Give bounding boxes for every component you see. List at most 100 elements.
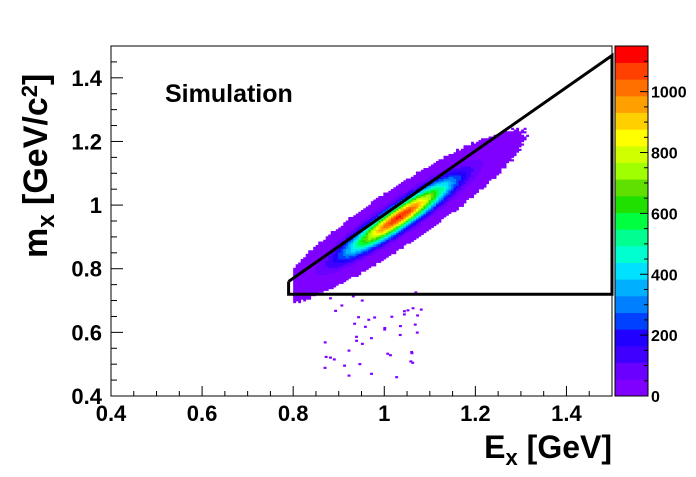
heatmap-cell xyxy=(373,229,377,232)
heatmap-cell xyxy=(418,173,422,176)
heatmap-cell xyxy=(511,152,515,155)
heatmap-cell xyxy=(355,269,359,272)
heatmap-cell xyxy=(393,187,397,190)
heatmap-cell xyxy=(348,234,352,237)
heatmap-cell xyxy=(355,274,359,277)
heatmap-cell xyxy=(476,187,479,190)
heatmap-cell xyxy=(443,161,447,164)
heatmap-cell xyxy=(385,225,389,228)
heatmap-cell xyxy=(463,199,467,202)
heatmap-cell xyxy=(383,229,387,232)
heatmap-cell xyxy=(365,262,369,265)
heatmap-cell xyxy=(448,199,452,202)
heatmap-cell xyxy=(380,210,384,213)
heatmap-cell xyxy=(451,187,454,190)
heatmap-cell xyxy=(453,183,457,186)
heatmap-cell xyxy=(353,243,357,246)
heatmap-cell xyxy=(338,236,342,239)
heatmap-cell xyxy=(345,278,349,281)
heatmap-cell xyxy=(358,252,362,255)
heatmap-cell xyxy=(293,271,297,274)
heatmap-cell xyxy=(315,245,319,248)
heatmap-cell xyxy=(320,264,324,267)
heatmap-cell xyxy=(343,257,347,260)
heatmap-cell xyxy=(451,192,454,195)
heatmap-cell xyxy=(486,154,489,157)
heatmap-cell xyxy=(440,166,444,169)
heatmap-cell xyxy=(486,150,489,153)
heatmap-cell xyxy=(375,248,379,251)
heatmap-cell xyxy=(388,231,392,234)
heatmap-cell xyxy=(513,131,517,134)
heatmap-cell xyxy=(466,169,469,172)
heatmap-cell xyxy=(456,197,459,200)
heatmap-cell xyxy=(308,250,312,253)
heatmap-cell xyxy=(388,194,392,197)
heatmap-cell xyxy=(345,259,349,262)
heatmap-cell xyxy=(403,211,407,214)
heatmap-cell xyxy=(395,187,399,190)
heatmap-cell xyxy=(390,215,394,218)
heatmap-cell xyxy=(373,260,377,263)
heatmap-cell xyxy=(335,280,339,283)
heatmap-cell xyxy=(390,224,394,227)
heatmap-cell xyxy=(350,238,354,241)
heatmap-cell xyxy=(385,222,389,225)
heatmap-cell xyxy=(481,161,484,164)
heatmap-cell xyxy=(473,152,477,155)
heatmap-cell xyxy=(478,175,482,178)
heatmap-cell xyxy=(390,194,394,197)
heatmap-cell xyxy=(380,227,384,230)
heatmap-cell xyxy=(350,217,354,220)
heatmap-cell xyxy=(433,196,437,199)
heatmap-cell xyxy=(478,162,482,165)
heatmap-cell xyxy=(410,217,414,220)
heatmap-cell xyxy=(400,183,404,186)
colorbar-segment xyxy=(615,179,648,197)
heatmap-cell xyxy=(461,168,464,171)
heatmap-cell xyxy=(400,203,404,206)
heatmap-cell xyxy=(320,278,324,281)
heatmap-cell xyxy=(425,229,429,232)
heatmap-cell xyxy=(328,267,332,270)
heatmap-cell xyxy=(481,185,484,188)
heatmap-cell xyxy=(340,262,344,265)
heatmap-cell xyxy=(400,208,404,211)
heatmap-cell xyxy=(325,262,329,265)
heatmap-cell xyxy=(375,201,379,204)
heatmap-cell xyxy=(435,206,439,209)
heatmap-cell xyxy=(378,246,382,249)
heatmap-cell xyxy=(471,185,474,188)
heatmap-cell xyxy=(508,133,512,136)
heatmap-cell xyxy=(476,161,479,164)
heatmap-cell xyxy=(466,180,469,183)
heatmap-cell xyxy=(486,152,489,155)
heatmap-cell xyxy=(473,155,477,158)
heatmap-cell xyxy=(343,264,347,267)
heatmap-cell xyxy=(378,238,382,241)
heatmap-cell xyxy=(453,192,457,195)
heatmap-cell xyxy=(293,299,297,302)
heatmap-cell xyxy=(400,210,404,213)
heatmap-cell xyxy=(453,159,457,162)
heatmap-cell xyxy=(348,222,352,225)
heatmap-cell xyxy=(318,248,322,251)
heatmap-cell xyxy=(328,246,332,249)
heatmap-cell xyxy=(506,140,510,143)
y-tick-label: 0.8 xyxy=(71,257,102,282)
heatmap-cell xyxy=(451,190,454,193)
heatmap-cell xyxy=(443,164,447,167)
heatmap-cell xyxy=(318,243,322,246)
heatmap-cell xyxy=(305,269,309,272)
heatmap-cell xyxy=(488,145,492,148)
heatmap-cell xyxy=(496,140,499,143)
heatmap-cell xyxy=(325,257,329,260)
heatmap-cell xyxy=(343,273,347,276)
heatmap-cell xyxy=(498,166,502,169)
heatmap-cell xyxy=(433,166,437,169)
heatmap-cell xyxy=(503,147,507,150)
heatmap-cell xyxy=(453,178,457,181)
heatmap-cell xyxy=(498,141,502,144)
heatmap-cell xyxy=(305,271,309,274)
heatmap-cell xyxy=(420,229,424,232)
